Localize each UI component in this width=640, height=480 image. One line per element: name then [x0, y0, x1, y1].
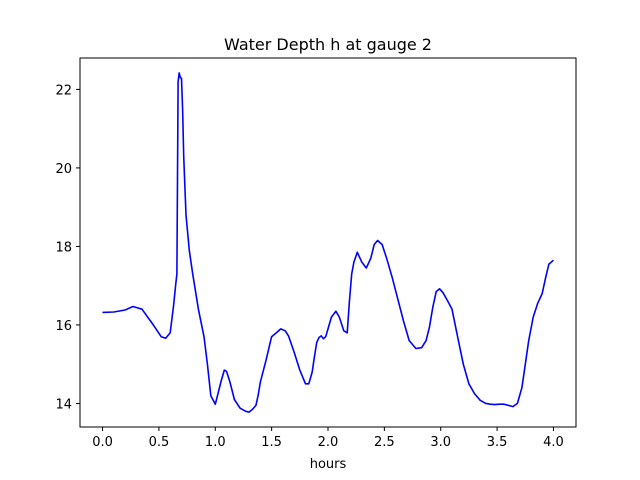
x-tick-label: 4.0	[543, 435, 564, 450]
x-tick-label: 0.5	[149, 435, 170, 450]
y-tick-label: 18	[55, 240, 72, 255]
x-tick-label: 1.5	[261, 435, 282, 450]
x-tick-label: 3.5	[487, 435, 508, 450]
x-tick-label: 1.0	[205, 435, 226, 450]
axes-frame	[79, 57, 577, 428]
y-tick-label: 20	[55, 162, 72, 177]
x-axis: 0.0 0.5 1.0 1.5 2.0 2.5 3.0 3.5 4.0	[92, 427, 564, 450]
y-tick-label: 14	[55, 397, 72, 412]
x-axis-label: hours	[310, 457, 347, 472]
y-tick-label: 16	[55, 319, 72, 334]
x-tick-label: 0.0	[92, 435, 113, 450]
y-axis: 14 16 18 20 22	[55, 83, 80, 412]
x-tick-label: 3.0	[430, 435, 451, 450]
y-tick-label: 22	[55, 83, 72, 98]
series-line-water-depth	[102, 72, 555, 413]
x-tick-label: 2.0	[318, 435, 339, 450]
x-tick-label: 2.5	[374, 435, 395, 450]
plot-area	[102, 72, 555, 413]
chart-title: Water Depth h at gauge 2	[224, 35, 432, 54]
